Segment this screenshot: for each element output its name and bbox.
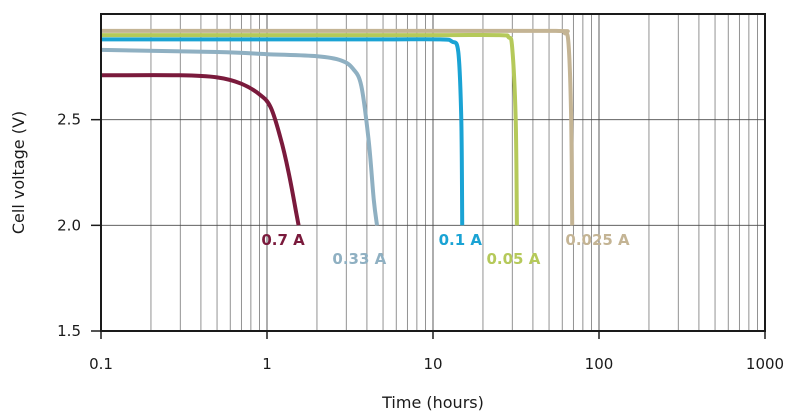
series-line [100,47,379,226]
x-tick-label: 1 [262,355,272,373]
series-line [101,32,519,226]
axis-ticks: 0.1 1 10 100 1000 1.5 2.0 2.5 [57,111,784,373]
y-axis-title: Cell voltage (V) [9,111,28,234]
series-line [100,73,301,226]
y-tick-label: 1.5 [57,322,81,340]
series-labels: 0.7 A 0.33 A 0.1 A0.05 A 0.025 A [261,231,630,268]
y-tick-label: 2.5 [57,111,81,129]
x-tick-label: 100 [585,355,614,373]
grid [101,14,765,331]
x-tick-label: 10 [423,355,442,373]
series-label: 0.025 A [565,231,630,249]
series-line [101,28,575,226]
x-axis-title: Time (hours) [381,393,484,412]
y-tick-label: 2.0 [57,216,81,234]
series-label: 0.05 A [486,250,540,268]
series-label: 0.1 A [439,231,483,249]
series-line [101,37,465,226]
series-label: 0.7 A [261,231,305,249]
series-label: 0.33 A [332,250,386,268]
series-layer [100,28,575,226]
x-tick-label: 0.1 [89,355,113,373]
x-tick-label: 1000 [746,355,784,373]
